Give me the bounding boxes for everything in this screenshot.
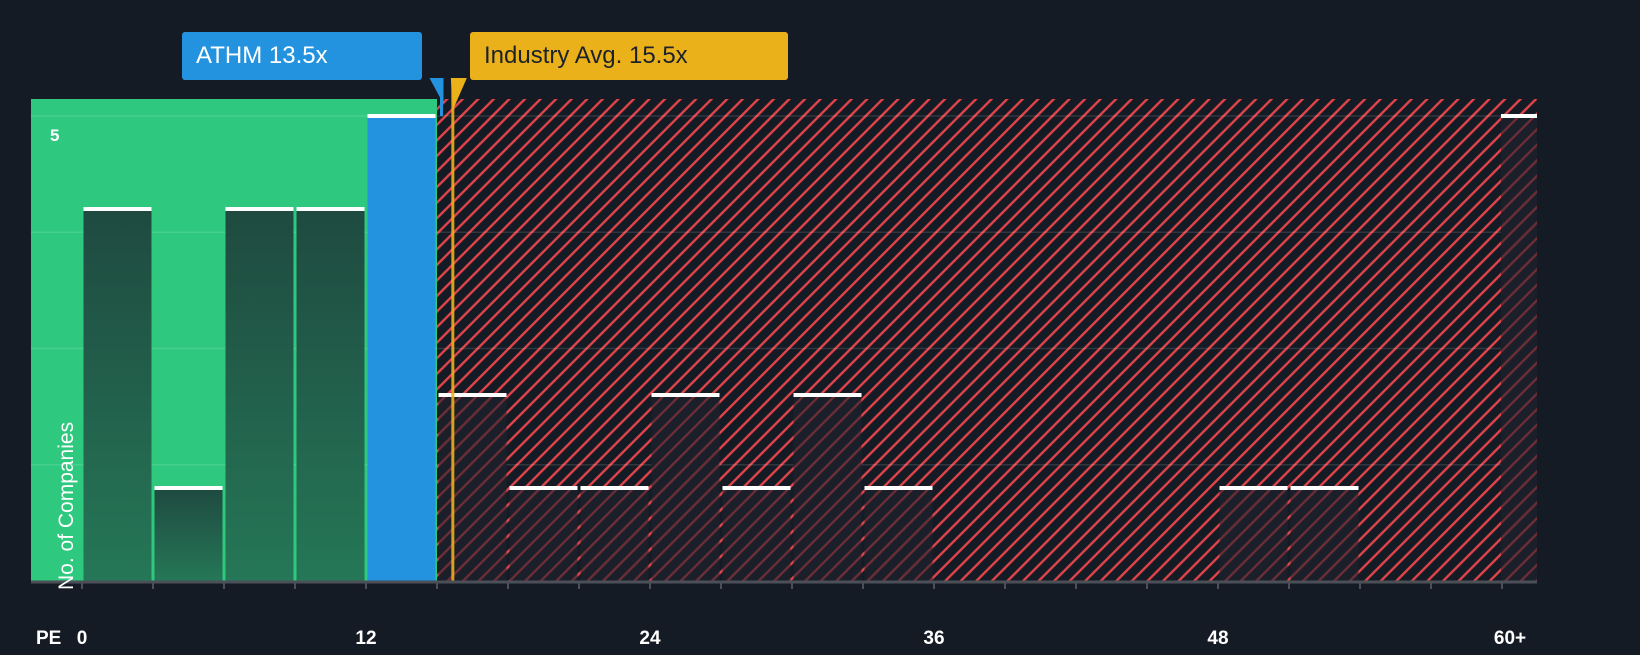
- company-marker-pointer: [429, 78, 444, 104]
- histogram-bar: [793, 395, 862, 581]
- histogram-bar: [1290, 488, 1359, 581]
- bar-cap: [296, 207, 365, 211]
- histogram-bar: [225, 209, 294, 581]
- x-tick-label: 48: [1207, 628, 1229, 649]
- bar-cap: [154, 486, 223, 490]
- histogram-bar: [580, 488, 649, 581]
- company-pe-label: ATHM 13.5x: [182, 32, 422, 80]
- bar-cap: [438, 393, 507, 397]
- bar-cap: [1501, 114, 1537, 118]
- x-tick-label: 24: [639, 628, 661, 649]
- histogram-bar: [154, 488, 223, 581]
- histogram-bar: [1501, 116, 1537, 581]
- bar-cap: [367, 114, 436, 118]
- bar-cap: [722, 486, 791, 490]
- bar-cap: [83, 207, 152, 211]
- industry-marker-pointer: [450, 78, 467, 110]
- industry-avg-label: Industry Avg. 15.5x: [470, 32, 788, 80]
- x-tick-label: 12: [355, 628, 377, 649]
- histogram-bar: [509, 488, 578, 581]
- company-pe-text: ATHM 13.5x: [196, 42, 328, 69]
- x-tick-label: 36: [923, 628, 945, 649]
- histogram-bar: [367, 116, 436, 581]
- bar-cap: [793, 393, 862, 397]
- x-axis-prefix: PE: [36, 628, 62, 649]
- bar-cap: [225, 207, 294, 211]
- histogram-bar: [651, 395, 720, 581]
- histogram-bar: [83, 209, 152, 581]
- histogram-bar: [722, 488, 791, 581]
- bar-cap: [509, 486, 578, 490]
- bar-cap: [864, 486, 933, 490]
- histogram-bar: [864, 488, 933, 581]
- bar-cap: [651, 393, 720, 397]
- bar-cap: [1219, 486, 1288, 490]
- bar-cap: [1290, 486, 1359, 490]
- histogram-bar: [1219, 488, 1288, 581]
- x-tick-label: 0: [76, 628, 88, 649]
- industry-avg-text: Industry Avg. 15.5x: [484, 42, 688, 69]
- histogram-bar: [296, 209, 365, 581]
- histogram-bar: [438, 395, 507, 581]
- y-tick-5: 5: [50, 126, 60, 145]
- y-axis-title: No. of Companies: [55, 421, 78, 590]
- x-tick-label: 60+: [1493, 628, 1527, 649]
- bar-cap: [580, 486, 649, 490]
